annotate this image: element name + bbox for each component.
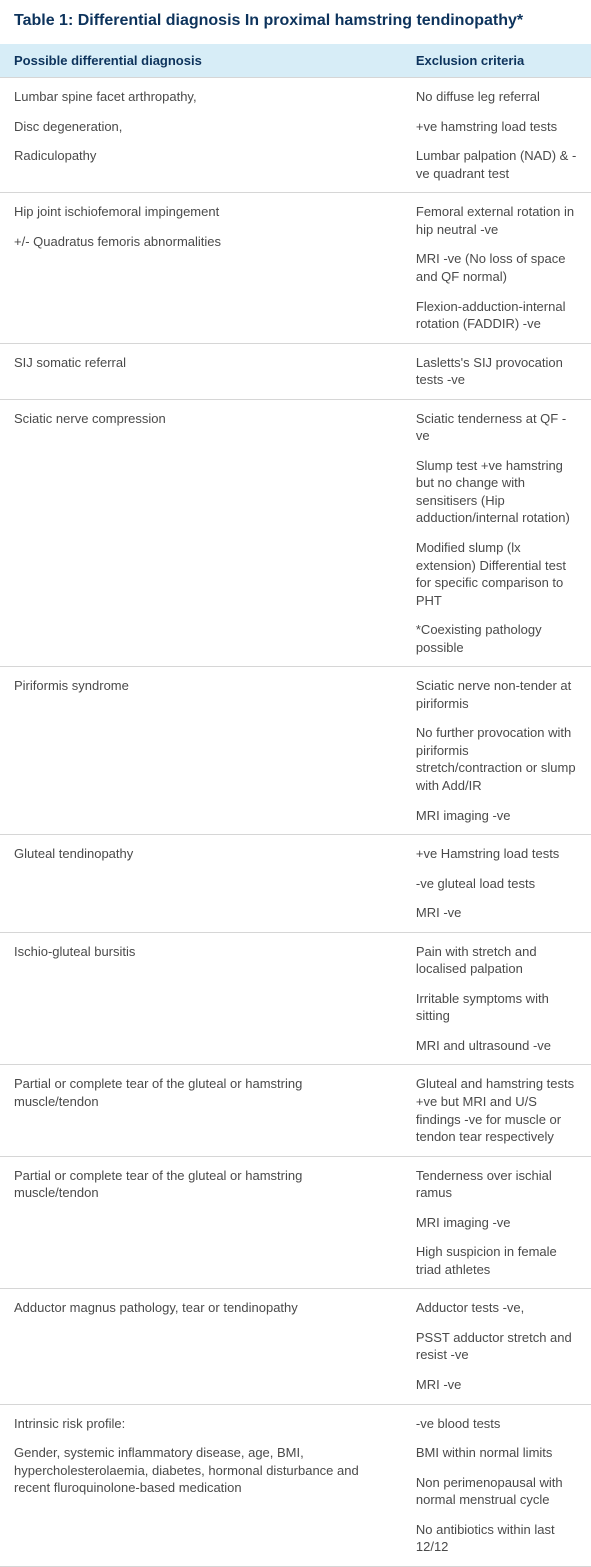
cell-diagnosis: Hip joint ischiofemoral impingement +/- Q… <box>0 193 402 343</box>
cell-diagnosis: Intrinsic risk profile: Gender, systemic … <box>0 1404 402 1566</box>
cell-diagnosis: Ischio-gluteal bursitis <box>0 932 402 1065</box>
col-header-diagnosis: Possible differential diagnosis <box>0 44 402 78</box>
exclusion-text: Non perimenopausal with normal menstrual… <box>416 1474 577 1509</box>
exclusion-text: BMI within normal limits <box>416 1444 577 1462</box>
diagnosis-table: Possible differential diagnosis Exclusio… <box>0 44 591 1567</box>
exclusion-text: PSST adductor stretch and resist -ve <box>416 1329 577 1364</box>
exclusion-text: Femoral external rotation in hip neutral… <box>416 203 577 238</box>
cell-exclusion: No diffuse leg referral +ve hamstring loa… <box>402 78 591 193</box>
cell-exclusion: Sciatic tenderness at QF -ve Slump test +… <box>402 399 591 667</box>
exclusion-text: +ve hamstring load tests <box>416 118 577 136</box>
table-header-row: Possible differential diagnosis Exclusio… <box>0 44 591 78</box>
cell-exclusion: Adductor tests -ve, PSST adductor stretch… <box>402 1289 591 1404</box>
diagnosis-text: Gluteal tendinopathy <box>14 845 388 863</box>
table-body: Lumbar spine facet arthropathy, Disc dege… <box>0 78 591 1567</box>
exclusion-text: -ve gluteal load tests <box>416 875 577 893</box>
diagnosis-text: Disc degeneration, <box>14 118 388 136</box>
diagnosis-text: Radiculopathy <box>14 147 388 165</box>
table-row: Ischio-gluteal bursitis Pain with stretch… <box>0 932 591 1065</box>
cell-diagnosis: Partial or complete tear of the gluteal … <box>0 1156 402 1289</box>
exclusion-text: Modified slump (lx extension) Differenti… <box>416 539 577 609</box>
cell-diagnosis: Lumbar spine facet arthropathy, Disc dege… <box>0 78 402 193</box>
exclusion-text: Slump test +ve hamstring but no change w… <box>416 457 577 527</box>
exclusion-text: MRI -ve <box>416 1376 577 1394</box>
exclusion-text: Sciatic tenderness at QF -ve <box>416 410 577 445</box>
diagnosis-text: Hip joint ischiofemoral impingement <box>14 203 388 221</box>
exclusion-text: MRI and ultrasound -ve <box>416 1037 577 1055</box>
exclusion-text: Tenderness over ischial ramus <box>416 1167 577 1202</box>
diagnosis-text: SIJ somatic referral <box>14 354 388 372</box>
diagnosis-text: Intrinsic risk profile: <box>14 1415 388 1433</box>
exclusion-text: No further provocation with piriformis s… <box>416 724 577 794</box>
exclusion-text: MRI imaging -ve <box>416 1214 577 1232</box>
table-row: Partial or complete tear of the gluteal … <box>0 1065 591 1156</box>
table-row: Partial or complete tear of the gluteal … <box>0 1156 591 1289</box>
table-row: Piriformis syndrome Sciatic nerve non-ten… <box>0 667 591 835</box>
exclusion-text: MRI -ve (No loss of space and QF normal) <box>416 250 577 285</box>
cell-exclusion: +ve Hamstring load tests -ve gluteal load… <box>402 835 591 933</box>
table-row: Gluteal tendinopathy +ve Hamstring load t… <box>0 835 591 933</box>
diagnosis-text: Partial or complete tear of the gluteal … <box>14 1075 388 1110</box>
cell-diagnosis: Piriformis syndrome <box>0 667 402 835</box>
exclusion-text: Lasletts's SIJ provocation tests -ve <box>416 354 577 389</box>
diagnosis-text: Gender, systemic inflammatory disease, a… <box>14 1444 388 1497</box>
exclusion-text: -ve blood tests <box>416 1415 577 1433</box>
exclusion-text: Lumbar palpation (NAD) & -ve quadrant te… <box>416 147 577 182</box>
cell-exclusion: -ve blood tests BMI within normal limits N… <box>402 1404 591 1566</box>
cell-diagnosis: Partial or complete tear of the gluteal … <box>0 1065 402 1156</box>
col-header-exclusion: Exclusion criteria <box>402 44 591 78</box>
cell-exclusion: Pain with stretch and localised palpatio… <box>402 932 591 1065</box>
cell-diagnosis: Gluteal tendinopathy <box>0 835 402 933</box>
cell-diagnosis: Sciatic nerve compression <box>0 399 402 667</box>
exclusion-text: Adductor tests -ve, <box>416 1299 577 1317</box>
cell-exclusion: Sciatic nerve non-tender at piriformis No… <box>402 667 591 835</box>
cell-diagnosis: SIJ somatic referral <box>0 343 402 399</box>
exclusion-text: +ve Hamstring load tests <box>416 845 577 863</box>
diagnosis-text: Adductor magnus pathology, tear or tendi… <box>14 1299 388 1317</box>
table-row: Sciatic nerve compression Sciatic tendern… <box>0 399 591 667</box>
table-row: Adductor magnus pathology, tear or tendi… <box>0 1289 591 1404</box>
diagnosis-text: Piriformis syndrome <box>14 677 388 695</box>
cell-exclusion: Lasletts's SIJ provocation tests -ve <box>402 343 591 399</box>
exclusion-text: Flexion-adduction-internal rotation (FAD… <box>416 298 577 333</box>
table-row: Hip joint ischiofemoral impingement +/- Q… <box>0 193 591 343</box>
exclusion-text: Gluteal and hamstring tests +ve but MRI … <box>416 1075 577 1145</box>
cell-exclusion: Femoral external rotation in hip neutral… <box>402 193 591 343</box>
table-row: Intrinsic risk profile: Gender, systemic … <box>0 1404 591 1566</box>
cell-exclusion: Gluteal and hamstring tests +ve but MRI … <box>402 1065 591 1156</box>
diagnosis-text: Ischio-gluteal bursitis <box>14 943 388 961</box>
diagnosis-text: Lumbar spine facet arthropathy, <box>14 88 388 106</box>
exclusion-text: MRI imaging -ve <box>416 807 577 825</box>
cell-diagnosis: Adductor magnus pathology, tear or tendi… <box>0 1289 402 1404</box>
table-row: SIJ somatic referral Lasletts's SIJ provo… <box>0 343 591 399</box>
exclusion-text: High suspicion in female triad athletes <box>416 1243 577 1278</box>
exclusion-text: *Coexisting pathology possible <box>416 621 577 656</box>
table-title: Table 1: Differential diagnosis In proxi… <box>0 0 591 44</box>
table-container: Table 1: Differential diagnosis In proxi… <box>0 0 591 1567</box>
exclusion-text: Irritable symptoms with sitting <box>416 990 577 1025</box>
exclusion-text: Pain with stretch and localised palpatio… <box>416 943 577 978</box>
table-row: Lumbar spine facet arthropathy, Disc dege… <box>0 78 591 193</box>
diagnosis-text: Sciatic nerve compression <box>14 410 388 428</box>
exclusion-text: Sciatic nerve non-tender at piriformis <box>416 677 577 712</box>
diagnosis-text: +/- Quadratus femoris abnormalities <box>14 233 388 251</box>
diagnosis-text: Partial or complete tear of the gluteal … <box>14 1167 388 1202</box>
cell-exclusion: Tenderness over ischial ramus MRI imaging… <box>402 1156 591 1289</box>
exclusion-text: No antibiotics within last 12/12 <box>416 1521 577 1556</box>
exclusion-text: No diffuse leg referral <box>416 88 577 106</box>
exclusion-text: MRI -ve <box>416 904 577 922</box>
